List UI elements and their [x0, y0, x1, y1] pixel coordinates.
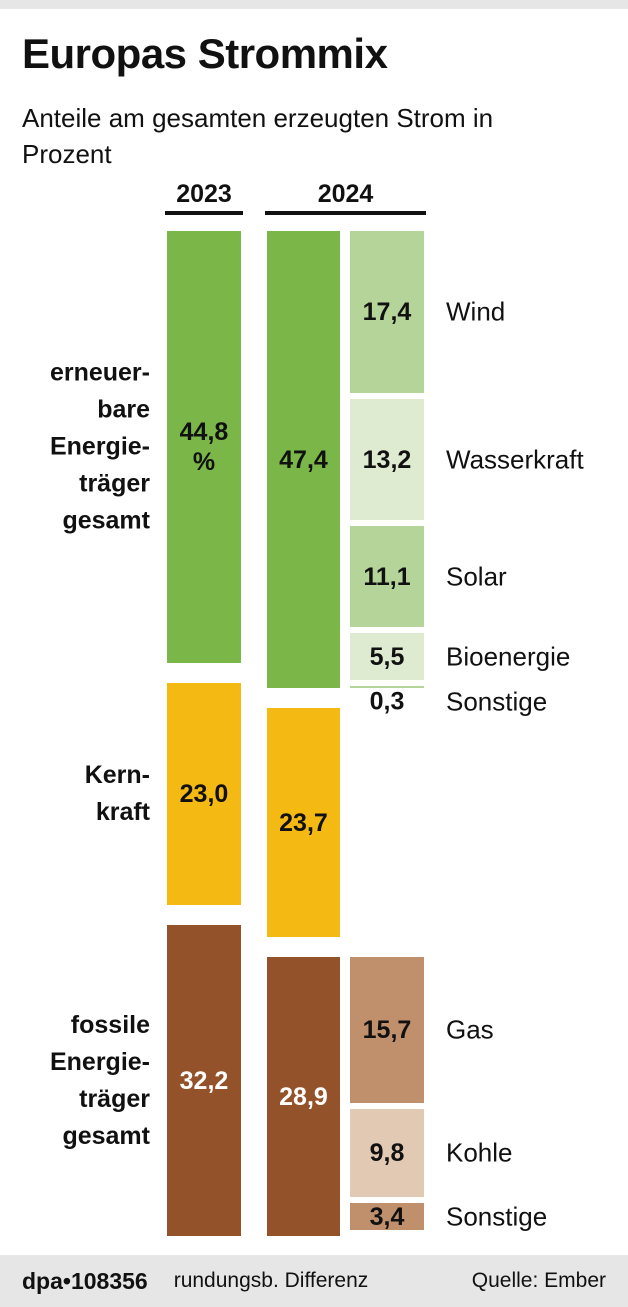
breakdown-value-sonstige-0: 0,3: [369, 687, 405, 716]
breakdown-bar-wasserkraft-0: 13,2: [350, 398, 424, 521]
breakdown-label-wasserkraft-0: Wasserkraft: [446, 444, 584, 475]
year-header-2023: 2023: [165, 180, 243, 215]
footer-source: Quelle: Ember: [471, 1269, 606, 1292]
breakdown-label-gas-2: Gas: [446, 1014, 494, 1045]
breakdown-bar-sonstige-2: 3,4: [350, 1203, 424, 1231]
bar-2024-group-2: 28,9: [267, 957, 340, 1236]
breakdown-bar-gas-2: 15,7: [350, 957, 424, 1103]
breakdown-bar-sonstige-0: [350, 686, 424, 689]
footer-brand: dpa•108356: [22, 1267, 148, 1294]
bar-2023-group-1: 23,0: [167, 683, 241, 906]
group-label-2: fossile Energie- träger gesamt: [49, 1010, 150, 1150]
top-strip: [0, 0, 628, 9]
breakdown-label-sonstige-2: Sonstige: [446, 1201, 548, 1232]
breakdown-label-bioenergie-0: Bioenergie: [446, 641, 571, 672]
group-label-0: erneuer- bare Energie- träger gesamt: [49, 358, 150, 535]
bar-2024-group-1: 23,7: [267, 708, 340, 938]
breakdown-bar-kohle-2: 9,8: [350, 1108, 424, 1198]
breakdown-bar-solar-0: 11,1: [350, 526, 424, 628]
group-label-1: Kern- kraft: [84, 761, 150, 827]
bar-2023-group-2: 32,2: [167, 925, 241, 1236]
chart-subtitle: Anteile am gesamten erzeugten Strom in P…: [22, 103, 494, 169]
bar-2024-group-0: 47,4: [267, 231, 340, 689]
breakdown-bar-wind-0: 17,4: [350, 231, 424, 393]
breakdown-label-sonstige-0: Sonstige: [446, 686, 548, 717]
year-header-2024: 2024: [265, 180, 426, 215]
breakdown-bar-bioenergie-0: 5,5: [350, 633, 424, 681]
breakdown-label-solar-0: Solar: [446, 561, 507, 592]
footer-note: rundungsb. Differenz: [173, 1269, 369, 1292]
chart-title: Europas Strommix: [22, 30, 388, 77]
breakdown-label-wind-0: Wind: [446, 296, 506, 327]
breakdown-label-kohle-2: Kohle: [446, 1137, 513, 1168]
bar-2023-group-0: 44,8 %: [167, 231, 241, 664]
footer: dpa•108356 rundungsb. Differenz Quelle: …: [0, 1255, 628, 1307]
